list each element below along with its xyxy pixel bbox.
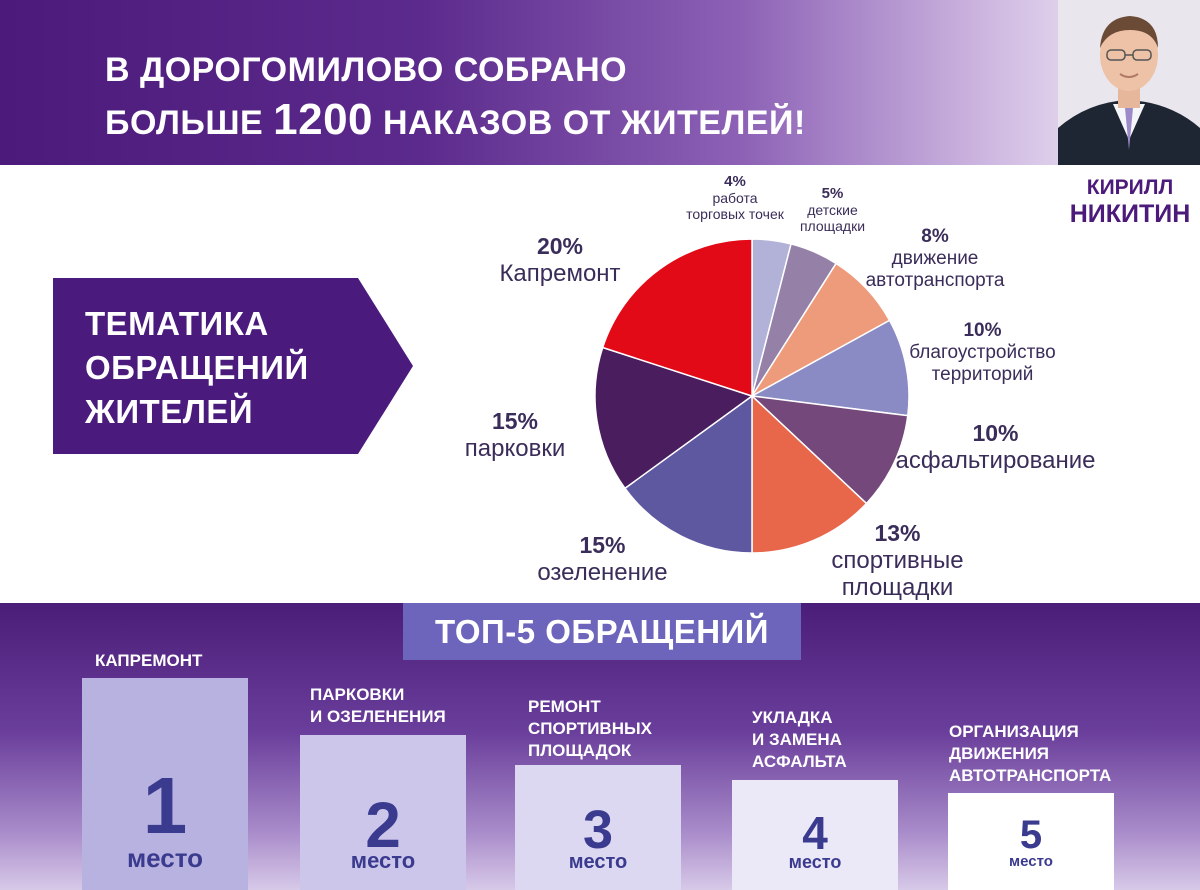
top5-title: ТОП-5 ОБРАЩЕНИЙ <box>403 603 801 660</box>
rank-1-box: 1 место <box>82 678 248 890</box>
pie-label-greening: 15% озеленение <box>515 532 690 586</box>
rank-2-number: 2 <box>365 789 401 861</box>
pie-label-playgrounds-line-1: детские <box>807 202 858 218</box>
rank-3-place-word: место <box>568 851 628 873</box>
pie-label-sports-grounds-line-1: спортивные <box>831 547 964 574</box>
rank-4-box: 4 место <box>732 780 898 890</box>
pie-label-trade-points-line-1: работа <box>712 190 758 206</box>
rank-5-box: 5 место <box>948 793 1114 890</box>
pie-label-traffic-line-1: движение <box>891 248 979 269</box>
rank-5-place-word: место <box>1009 853 1053 870</box>
rank-4-number: 4 <box>802 807 828 859</box>
rank-4-label-line-1: УКЛАДКА <box>752 708 833 727</box>
pie-label-sports-grounds-line-2: площадки <box>841 574 954 601</box>
pie-label-traffic: 8% движение автотранспорта <box>855 226 1015 292</box>
rank-4-label-line-2: И ЗАМЕНА <box>752 730 842 749</box>
pie-label-landscaping: 10% благоустройство территорий <box>895 320 1070 386</box>
pie-label-playgrounds-line-2: площадки <box>799 218 866 234</box>
pie-label-asphalt-pct: 10% <box>972 420 1019 446</box>
pie-label-trade-points-line-2: торговых точек <box>686 206 784 222</box>
rank-5-label: ОРГАНИЗАЦИЯ ДВИЖЕНИЯ АВТОТРАНСПОРТА <box>949 721 1111 787</box>
pie-label-landscaping-line-2: территорий <box>931 364 1034 385</box>
topic-title-line-1: ТЕМАТИКА <box>85 305 269 342</box>
rank-3-label-line-3: ПЛОЩАДОК <box>528 741 632 760</box>
pie-slice-4 <box>749 319 910 417</box>
rank-3-label-line-2: СПОРТИВНЫХ <box>528 719 652 738</box>
rank-3-box: 3 место <box>515 765 681 890</box>
pie-label-sports-grounds-pct: 13% <box>874 520 921 546</box>
pie-slice-7 <box>623 394 753 554</box>
rank-4-label: УКЛАДКА И ЗАМЕНА АСФАЛЬТА <box>752 707 847 773</box>
pie-label-capital-repair-pct: 20% <box>536 233 584 259</box>
headline: В ДОРОГОМИЛОВО СОБРАНО БОЛЬШЕ 1200 НАКАЗ… <box>105 45 806 148</box>
person-name: КИРИЛЛ НИКИТИН <box>1060 175 1200 227</box>
rank-2-box: 2 место <box>300 735 466 890</box>
headline-number: 1200 <box>273 95 374 144</box>
pie-label-playgrounds-pct: 5% <box>821 185 844 202</box>
rank-2-label-line-1: ПАРКОВКИ <box>310 685 405 704</box>
rank-3-number: 3 <box>582 800 614 860</box>
rank-3-label: РЕМОНТ СПОРТИВНЫХ ПЛОЩАДОК <box>528 696 652 762</box>
rank-2-label-line-2: И ОЗЕЛЕНЕНИЯ <box>310 707 446 726</box>
headline-line-2-start: БОЛЬШЕ <box>105 104 264 142</box>
rank-3-label-line-1: РЕМОНТ <box>528 697 601 716</box>
pie-slice-9 <box>601 238 753 398</box>
pie-label-trade-points-pct: 4% <box>724 173 746 190</box>
pie-label-capital-repair-line-1: Капремонт <box>499 260 621 287</box>
rank-5-label-line-3: АВТОТРАНСПОРТА <box>949 766 1112 785</box>
pie-label-capital-repair: 20% Капремонт <box>475 233 645 287</box>
pie-slice-5 <box>749 394 909 505</box>
rank-1-label-line-1: КАПРЕМОНТ <box>95 651 203 670</box>
rank-1-place-word: место <box>126 843 204 873</box>
portrait-illustration <box>1058 0 1200 165</box>
pie-label-parking: 15% парковки <box>440 408 590 462</box>
rank-1-label: КАПРЕМОНТ <box>95 650 202 672</box>
pie-label-traffic-line-2: автотранспорта <box>865 270 1005 291</box>
pie-label-traffic-pct: 8% <box>921 226 949 247</box>
topic-title-line-2: ОБРАЩЕНИЙ <box>85 349 309 386</box>
portrait-photo <box>1058 0 1200 165</box>
topic-arrow-tag <box>53 278 413 454</box>
rank-2-label: ПАРКОВКИ И ОЗЕЛЕНЕНИЯ <box>310 684 446 728</box>
person-last-name: НИКИТИН <box>1069 200 1191 228</box>
pie-label-parking-line-1: парковки <box>464 435 566 462</box>
topic-title-line-3: ЖИТЕЛЕЙ <box>85 393 254 430</box>
topic-title: ТЕМАТИКА ОБРАЩЕНИЙ ЖИТЕЛЕЙ <box>85 302 309 434</box>
rank-5-label-line-2: ДВИЖЕНИЯ <box>949 744 1050 763</box>
pie-label-greening-pct: 15% <box>579 532 626 558</box>
pie-label-sports-grounds: 13% спортивные площадки <box>815 520 980 601</box>
headline-line-2-end: НАКАЗОВ ОТ ЖИТЕЛЕЙ! <box>382 104 806 142</box>
headline-line-1: В ДОРОГОМИЛОВО СОБРАНО <box>105 51 628 89</box>
pie-slice-6 <box>751 394 868 554</box>
pie-label-greening-line-1: озеленение <box>537 559 668 586</box>
rank-5-number: 5 <box>1019 813 1043 857</box>
header-banner <box>0 0 1200 165</box>
rank-2-place-word: место <box>350 848 416 873</box>
pie-label-playgrounds: 5% детские площадки <box>785 185 880 234</box>
pie-slice-8 <box>594 346 754 490</box>
rank-4-place-word: место <box>788 852 842 872</box>
rank-5-label-line-1: ОРГАНИЗАЦИЯ <box>949 722 1079 741</box>
pie-label-trade-points: 4% работа торговых точек <box>670 173 800 222</box>
person-first-name: КИРИЛЛ <box>1086 176 1174 199</box>
pie-label-landscaping-line-1: благоустройство <box>909 342 1056 363</box>
rank-1-number: 1 <box>142 761 188 850</box>
pie-label-landscaping-pct: 10% <box>963 320 1002 341</box>
pie-label-asphalt-line-1: асфальтирование <box>895 447 1096 474</box>
headline-line-2: БОЛЬШЕ 1200 НАКАЗОВ ОТ ЖИТЕЛЕЙ! <box>105 95 806 148</box>
rank-4-label-line-3: АСФАЛЬТА <box>752 752 847 771</box>
pie-label-parking-pct: 15% <box>491 408 539 434</box>
pie-label-asphalt: 10% асфальтирование <box>893 420 1098 474</box>
